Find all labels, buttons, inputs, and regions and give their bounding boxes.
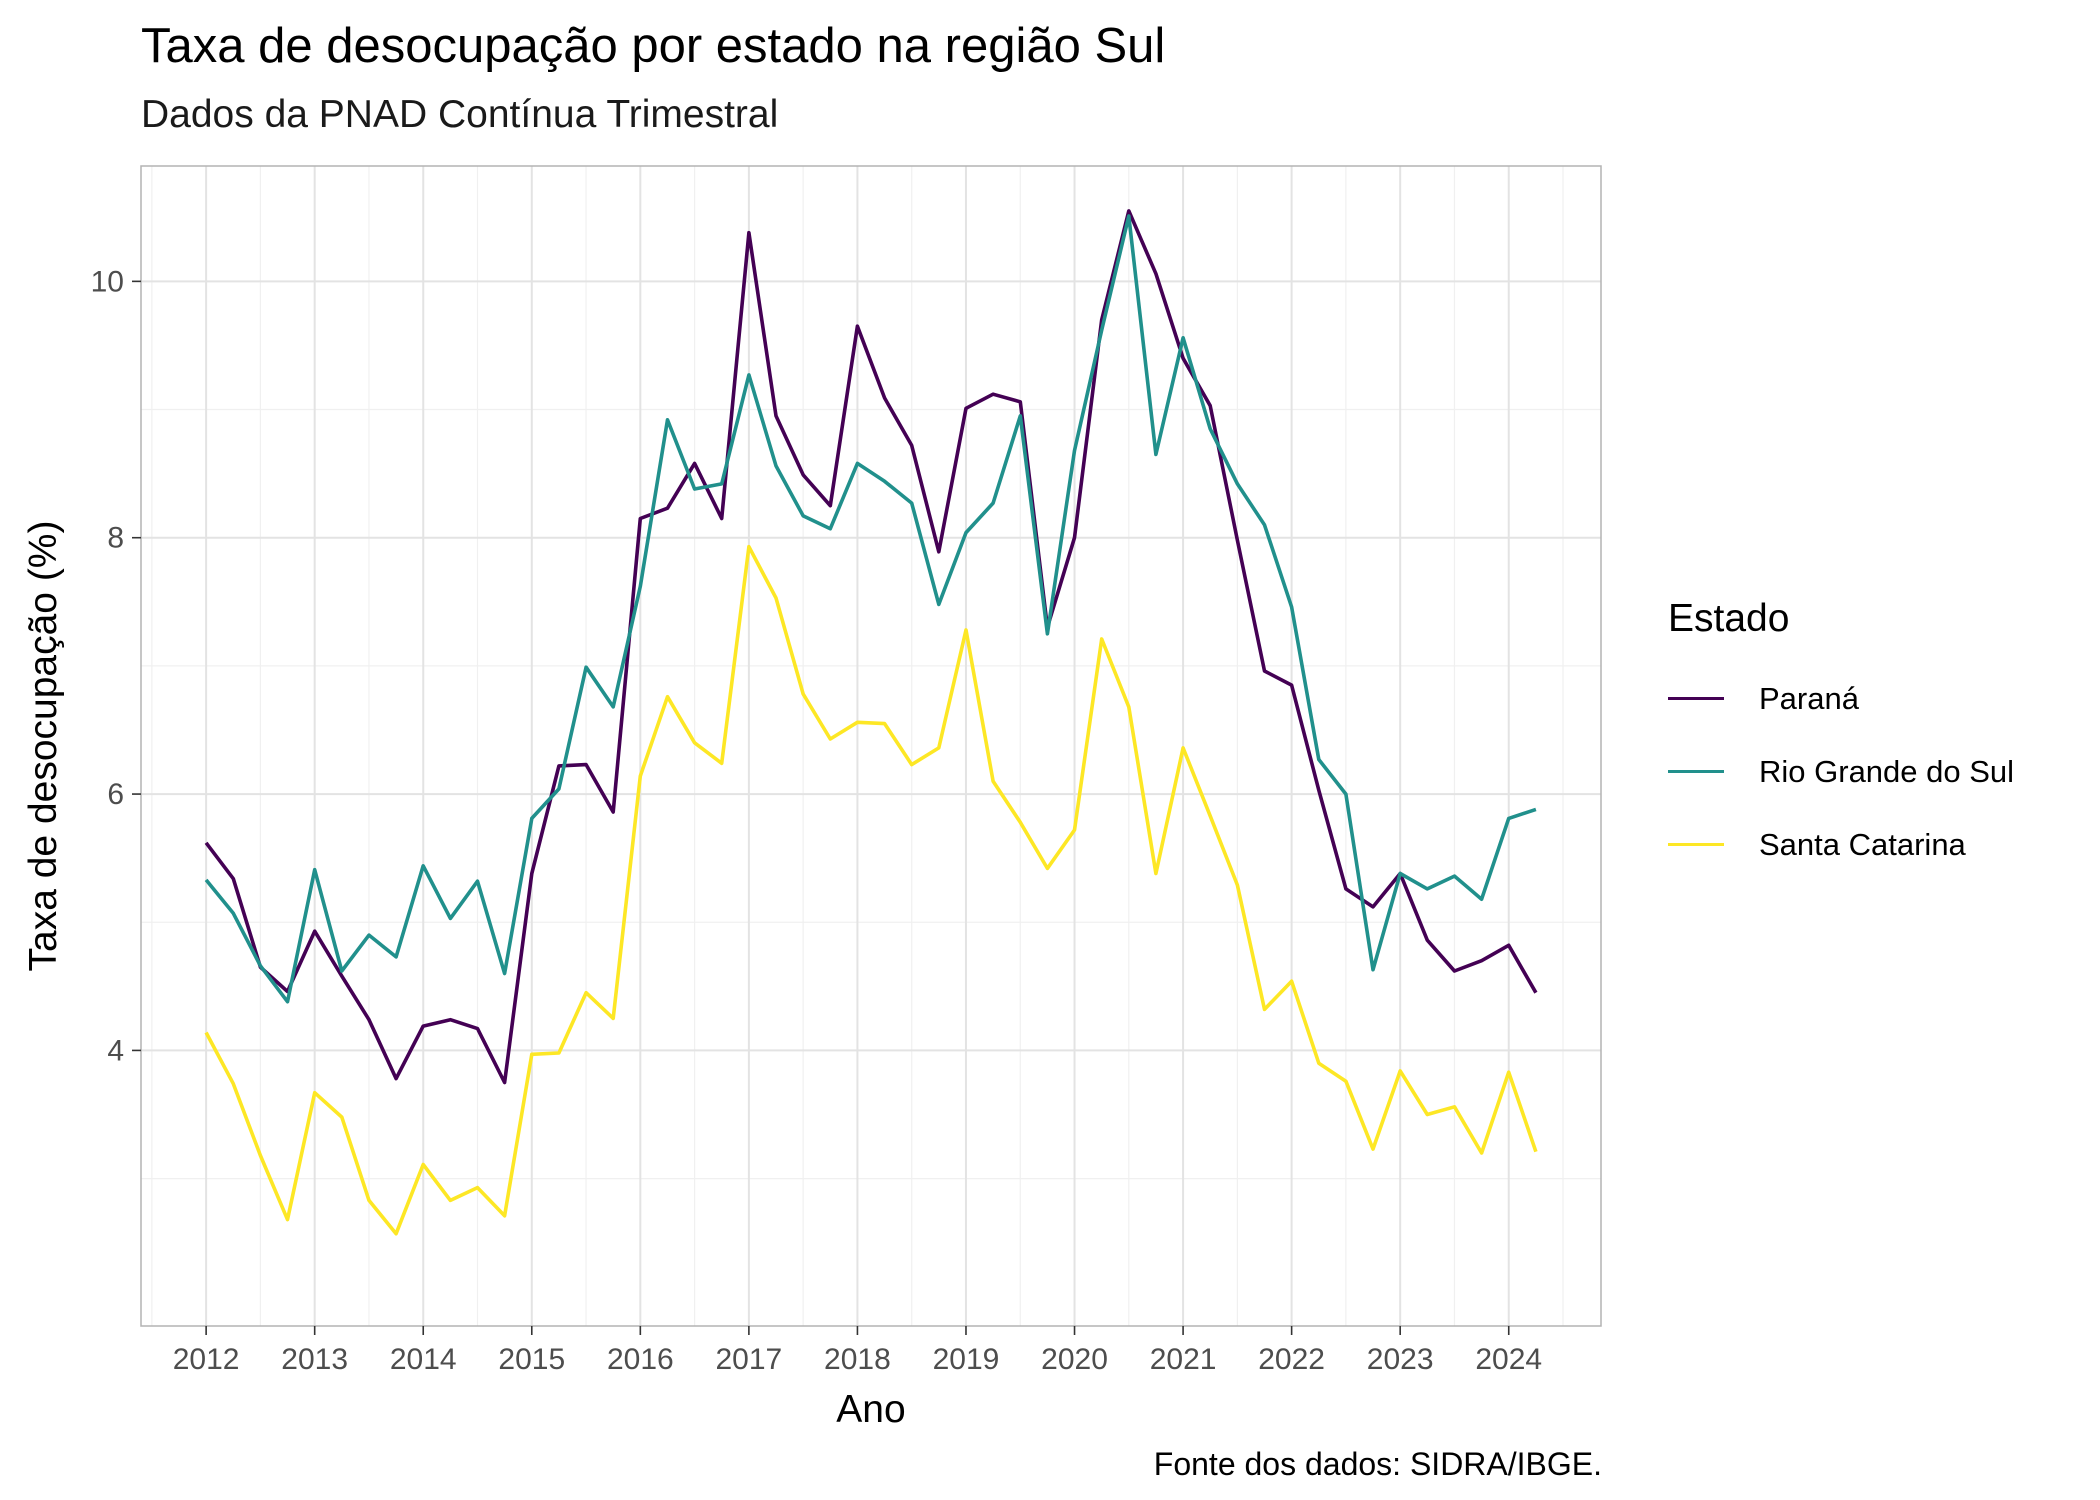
minor-gridlines xyxy=(141,166,1601,1326)
y-tick-label: 8 xyxy=(107,522,124,555)
legend: Estado Paraná Rio Grande do Sul Santa Ca… xyxy=(1668,596,2014,881)
x-tick-label: 2020 xyxy=(1041,1343,1108,1376)
x-tick-label: 2021 xyxy=(1150,1343,1217,1376)
x-tick-label: 2023 xyxy=(1367,1343,1434,1376)
x-tick-label: 2012 xyxy=(173,1343,240,1376)
x-tick-label: 2018 xyxy=(824,1343,891,1376)
y-tick-label: 4 xyxy=(107,1034,124,1067)
x-tick-label: 2024 xyxy=(1475,1343,1542,1376)
chart-subtitle: Dados da PNAD Contínua Trimestral xyxy=(141,93,779,136)
axis-ticks: 2012 2013 2014 2015 2016 2017 2018 2019 2020 2021… xyxy=(91,265,1542,1376)
plot-panel xyxy=(141,166,1601,1326)
legend-label-rio-grande-do-sul: Rio Grande do Sul xyxy=(1759,753,2015,789)
x-tick-label: 2022 xyxy=(1258,1343,1325,1376)
series-line-santa-catarina xyxy=(204,544,1538,1236)
chart-title: Taxa de desocupação por estado na região… xyxy=(141,19,1166,73)
x-tick-label: 2019 xyxy=(933,1343,1000,1376)
x-tick-label: 2016 xyxy=(607,1343,674,1376)
x-axis-title: Ano xyxy=(836,1388,905,1431)
legend-item-rio-grande-do-sul: Rio Grande do Sul xyxy=(1668,735,2014,808)
legend-title: Estado xyxy=(1668,597,1790,640)
legend-label-santa-catarina: Santa Catarina xyxy=(1759,826,1966,862)
y-axis-title: Taxa de desocupação (%) xyxy=(22,521,65,972)
legend-item-parana: Paraná xyxy=(1668,662,2014,735)
legend-label-parana: Paraná xyxy=(1759,680,1859,716)
series-line-rio-grande-do-sul xyxy=(204,214,1537,1004)
x-tick-label: 2017 xyxy=(716,1343,783,1376)
series-lines xyxy=(204,209,1538,1236)
plot-border xyxy=(140,165,1602,1327)
y-tick-label: 6 xyxy=(107,778,124,811)
x-tick-label: 2015 xyxy=(498,1343,565,1376)
chart-caption: Fonte dos dados: SIDRA/IBGE. xyxy=(1153,1446,1602,1482)
legend-item-santa-catarina: Santa Catarina xyxy=(1668,808,2014,881)
legend-key-santa-catarina xyxy=(1668,843,1724,846)
legend-key-rio-grande-do-sul xyxy=(1668,770,1724,773)
x-tick-label: 2013 xyxy=(281,1343,348,1376)
series-line-parana xyxy=(204,209,1538,1085)
x-tick-label: 2014 xyxy=(390,1343,457,1376)
major-gridlines xyxy=(141,166,1601,1326)
legend-key-parana xyxy=(1668,697,1724,700)
y-tick-label: 10 xyxy=(91,265,124,298)
